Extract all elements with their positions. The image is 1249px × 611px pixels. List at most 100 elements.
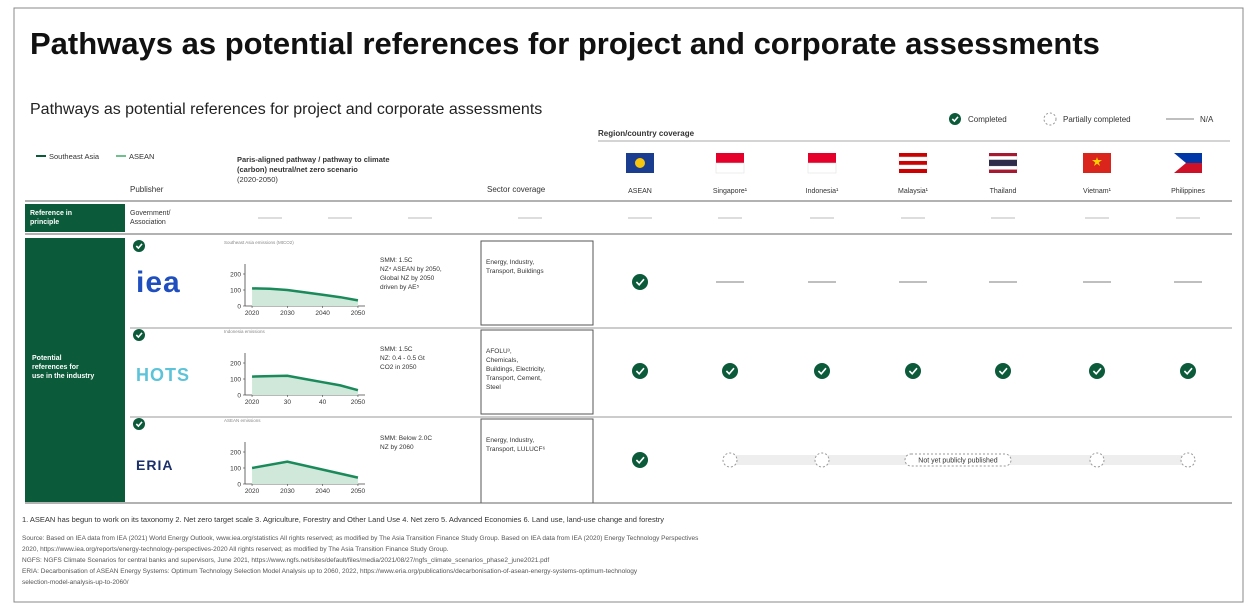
flag-star (1092, 157, 1102, 166)
country-label: Vietnam¹ (1083, 188, 1112, 195)
mini-chart-ytick-label: 200 (230, 450, 241, 457)
completed-icon (133, 418, 145, 430)
flag-stripe (898, 156, 928, 162)
mini-chart-line (251, 460, 359, 479)
flag-stripe (715, 162, 745, 174)
partial-icon (722, 452, 738, 468)
source-line: NGFS: NGFS Climate Scenarios for central… (22, 557, 549, 564)
mini-chart-ytick-label: 200 (230, 272, 241, 279)
completed-icon (133, 329, 145, 341)
header-pathway: (2020-2050) (237, 175, 278, 184)
check-mark (951, 116, 959, 123)
sector-text: Buildings, Electricity, (486, 366, 545, 373)
pathway-note: NZ by 2060 (380, 444, 414, 451)
publisher-logo: HOTS (136, 365, 190, 385)
flag-stripe (988, 156, 1018, 161)
check-mark (1183, 367, 1193, 375)
publisher-logo: ERIA (136, 457, 173, 473)
mini-chart-xtick-label: 2050 (351, 399, 366, 406)
mini-chart-xtick-label: 2040 (315, 310, 330, 317)
header-pathway: (carbon) neutral/net zero scenario (237, 165, 358, 174)
country-label: Malaysia¹ (898, 188, 929, 195)
check-mark (725, 367, 735, 375)
mini-chart-title: ASEAN emissions (224, 418, 261, 423)
series-legend-label: ASEAN (129, 152, 154, 161)
completed-icon (949, 113, 961, 125)
mini-chart-area (252, 375, 358, 395)
flag-stripe (716, 153, 744, 163)
mini-chart-line (252, 374, 359, 392)
flag-stripe (989, 159, 1017, 167)
source-line: ERIA: Decarbonisation of ASEAN Energy Sy… (22, 568, 638, 575)
mini-chart-area (252, 461, 358, 484)
check-mark (635, 456, 645, 464)
completed-icon (905, 363, 921, 379)
group-cell (25, 238, 125, 502)
check-mark (135, 243, 143, 250)
flag-triangle (1174, 153, 1186, 173)
mini-chart-xtick-label: 2020 (245, 399, 260, 406)
mini-chart-xtick-label: 2030 (280, 488, 295, 495)
completed-icon (632, 452, 648, 468)
country-label: Thailand (990, 188, 1017, 195)
sector-box (480, 418, 594, 504)
legend-label: N/A (1200, 115, 1214, 124)
pathway-note: CO2 in 2050 (380, 364, 417, 371)
header-pathway: Paris-aligned pathway / pathway to clima… (237, 155, 390, 164)
completed-icon (1180, 363, 1196, 379)
completed-icon (632, 363, 648, 379)
check-mark (635, 367, 645, 375)
mini-chart-area (252, 288, 358, 306)
partial-icon (1180, 452, 1196, 468)
mini-chart-ytick-label: 0 (237, 304, 241, 311)
pathway-note: SMM: 1.5C (380, 257, 413, 264)
legend-label: Partially completed (1063, 115, 1131, 124)
flag-stripe (988, 165, 1018, 170)
pathway-note: Global NZ by 2050 (380, 275, 435, 282)
completed-icon (133, 240, 145, 252)
mini-chart-xtick-label: 2050 (351, 310, 366, 317)
check-mark (998, 367, 1008, 375)
group-label: Potential (32, 355, 62, 362)
flag-stripe (898, 164, 928, 170)
legend-label: Completed (968, 115, 1007, 124)
source-line: 2020, https://www.iea.org/reports/energy… (22, 546, 449, 553)
mini-chart-ytick-label: 200 (230, 361, 241, 368)
reference-sub: Association (130, 219, 166, 226)
mini-chart-ytick-label: 100 (230, 466, 241, 473)
mini-chart-xtick-label: 2040 (315, 488, 330, 495)
reference-cell (25, 204, 125, 232)
pathway-note: NZ⁴ ASEAN by 2050, (380, 266, 442, 273)
partial-icon (814, 452, 830, 468)
mini-chart-xtick-label: 2020 (245, 488, 260, 495)
sector-text: Transport, Cement, (486, 375, 542, 382)
mini-chart-ytick-label: 0 (237, 393, 241, 400)
sector-box (480, 329, 594, 415)
subtitle: Pathways as potential references for pro… (30, 101, 542, 118)
source-line: selection-model-analysis-up-to-2060/ (22, 579, 129, 586)
pathway-note: driven by AE⁵ (380, 284, 419, 291)
mini-chart-ytick-label: 0 (237, 482, 241, 489)
flag-emblem (635, 158, 645, 168)
footnotes: 1. ASEAN has begun to work on its taxono… (22, 515, 664, 524)
country-label: Philippines (1171, 188, 1205, 195)
reference-sub: Government/ (130, 210, 171, 217)
flag-stripe (899, 161, 927, 165)
flag-stripe (808, 153, 836, 163)
mini-chart-xtick-label: 2020 (245, 310, 260, 317)
header-region: Region/country coverage (598, 129, 695, 138)
reference-label: Reference in (30, 210, 72, 217)
check-mark (135, 421, 143, 428)
publisher-logo: iea (136, 266, 181, 299)
flag-stripe (807, 162, 837, 174)
mini-chart-title: Indonesia emissions (224, 329, 266, 334)
coverage-note: Not yet publicly published (918, 458, 997, 465)
sector-text: Chemicals, (486, 357, 518, 364)
mini-chart-xtick-label: 2050 (351, 488, 366, 495)
check-mark (1092, 367, 1102, 375)
mini-chart-ytick-label: 100 (230, 288, 241, 295)
completed-icon (632, 274, 648, 290)
flag-stripe (899, 169, 927, 173)
group-label: use in the industry (32, 373, 94, 380)
